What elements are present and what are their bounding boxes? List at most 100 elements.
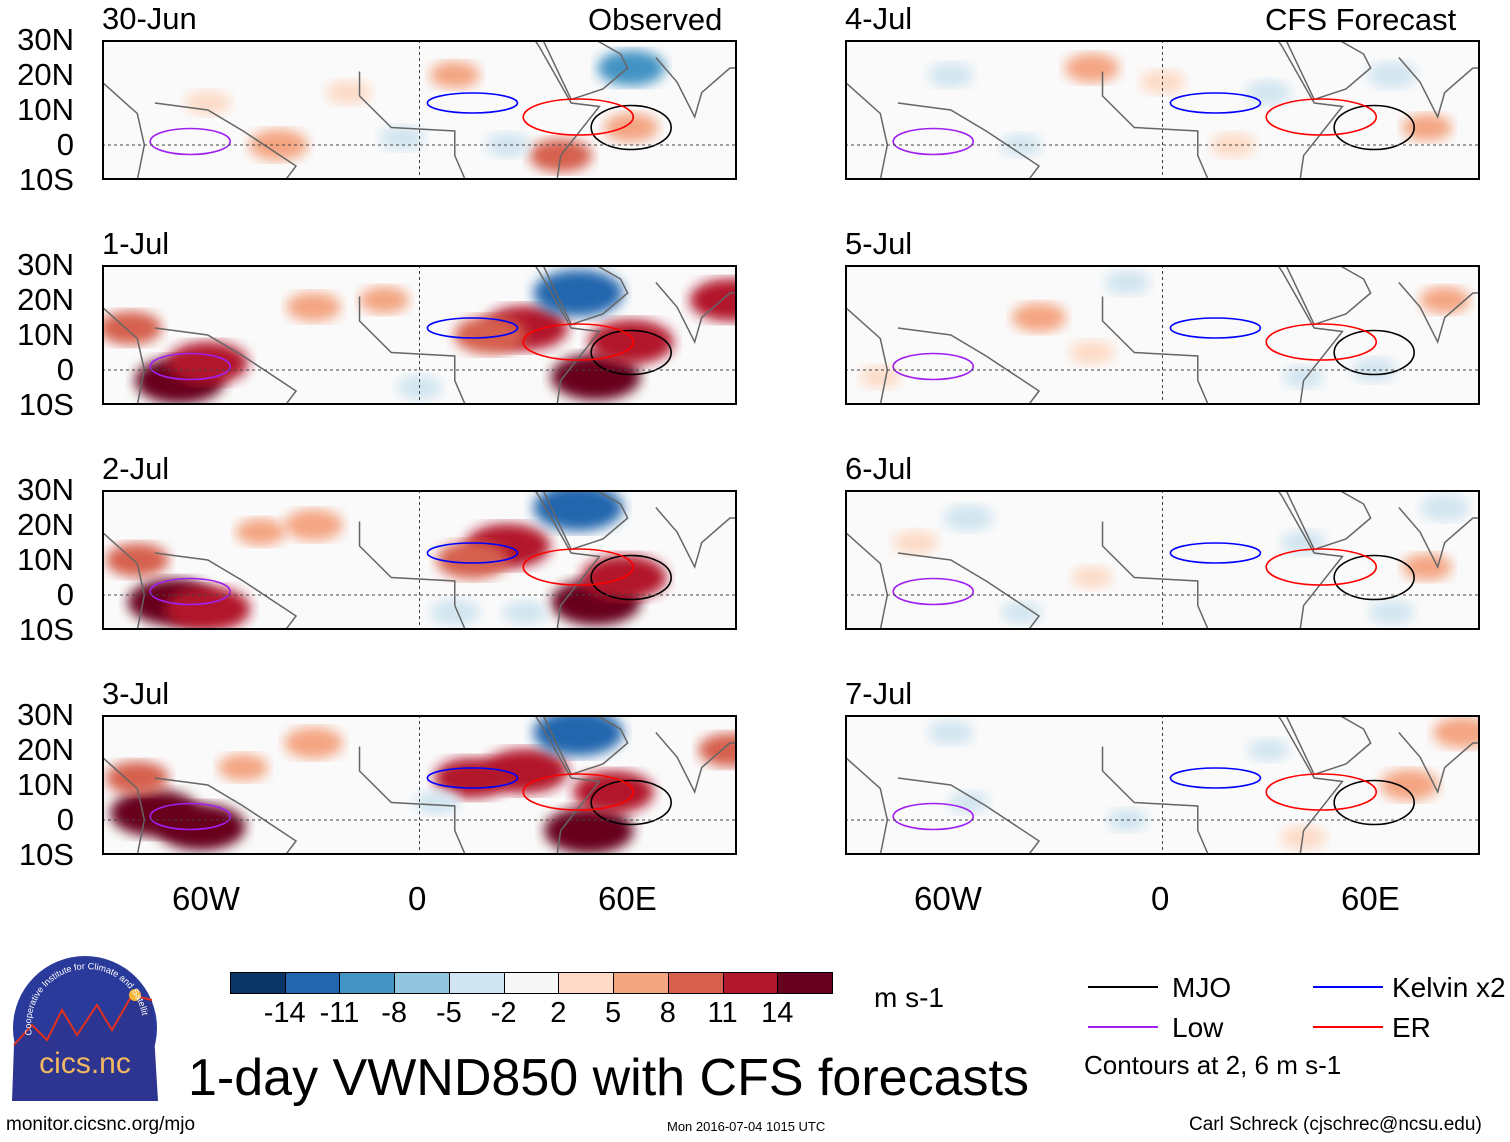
coastline [1101, 521, 1209, 628]
wave-contour [522, 98, 635, 136]
colorbar-swatch [448, 972, 505, 994]
colorbar-swatch [339, 972, 396, 994]
wind-anomaly-blob [502, 600, 549, 625]
colorbar-swatch [667, 972, 724, 994]
lat-label: 10S [18, 162, 74, 197]
legend-er-line [1313, 1026, 1383, 1028]
coastline [655, 507, 735, 570]
lat-label: 10S [18, 612, 74, 647]
wind-anomaly-blob [1432, 717, 1478, 749]
wave-contour [1265, 98, 1378, 136]
lon-label-60w-right: 60W [914, 880, 982, 917]
wind-anomaly-blob [1011, 302, 1067, 333]
lon-label-60e-right: 60E [1341, 880, 1400, 917]
colorbar-swatch [722, 972, 779, 994]
footer-url[interactable]: monitor.cicsnc.org/mjo [6, 1114, 196, 1135]
coastline [655, 57, 735, 120]
wave-contour [1169, 92, 1262, 114]
wind-anomaly-blob [533, 492, 624, 531]
coastline [543, 42, 629, 101]
wave-contour [1333, 779, 1415, 826]
cics-logo: Cooperative Institute for Climate and Sa… [9, 947, 158, 1101]
map-panel [102, 40, 737, 180]
map-panel [845, 265, 1480, 405]
wind-anomaly-blob [165, 586, 251, 628]
wave-contour [426, 542, 519, 564]
wind-anomaly-blob [286, 292, 341, 322]
coastline [897, 552, 1041, 628]
wind-anomaly-blob [597, 50, 665, 86]
colorbar-tick-label: 2 [550, 997, 567, 1029]
wind-anomaly-blob [104, 311, 162, 345]
wind-anomaly-blob [185, 90, 231, 116]
lon-label-60e-left: 60E [598, 880, 657, 917]
coastline [358, 521, 466, 628]
lon-label-60w-left: 60W [172, 880, 240, 917]
wind-anomaly-blob [235, 518, 286, 546]
wave-contour [149, 802, 231, 831]
wind-anomaly-blob [1064, 53, 1120, 83]
lat-label: 20N [17, 57, 74, 92]
coastline [535, 267, 601, 403]
coastline [154, 552, 298, 628]
coastline [1278, 267, 1344, 403]
coastline [154, 327, 298, 403]
wind-anomaly-blob [436, 541, 509, 579]
wave-contour [1169, 767, 1262, 789]
coastline [1286, 717, 1372, 776]
colorbar-swatch [613, 972, 669, 994]
lat-label: 30N [17, 472, 74, 507]
coastline [847, 82, 889, 178]
coastline [535, 42, 601, 178]
coastline [1398, 282, 1478, 345]
wave-contour [426, 317, 519, 339]
wind-anomaly-blob [218, 754, 269, 781]
coastline [1101, 71, 1209, 178]
logo-text: cics.nc [39, 1047, 131, 1080]
lat-label: 10N [17, 317, 74, 352]
colorbar-tick-label: 14 [761, 997, 794, 1029]
wind-anomaly-blob [167, 341, 249, 385]
wind-anomaly-blob [544, 807, 634, 853]
footer-timestamp: Mon 2016-07-04 1015 UTC [667, 1119, 826, 1134]
wind-anomaly-blob [947, 791, 990, 814]
lat-label: 30N [17, 697, 74, 732]
colorbar-swatch [503, 972, 560, 994]
contour-note: Contours at 2, 6 m s-1 [1084, 1050, 1342, 1080]
coastline [847, 757, 889, 853]
wave-contour [590, 104, 672, 151]
wave-contour [149, 577, 231, 606]
coastline [847, 532, 889, 628]
wind-anomaly-blob [484, 132, 531, 158]
footer-credit: Carl Schreck (cjschrec@ncsu.edu) [1189, 1114, 1482, 1135]
colorbar-swatch [284, 972, 341, 994]
wind-anomaly-blob [1104, 270, 1151, 295]
wind-anomaly-blob [1000, 601, 1042, 624]
panel-date-label: 4-Jul [845, 1, 913, 36]
lat-label: 0 [56, 352, 74, 387]
lat-label: 0 [56, 127, 74, 162]
figure-title: 1-day VWND850 with CFS forecasts [188, 1049, 1029, 1107]
wind-anomaly-blob [429, 61, 480, 89]
coastline [1398, 732, 1478, 795]
lat-label: 0 [56, 802, 74, 837]
lat-label: 10N [17, 92, 74, 127]
wind-anomaly-blob [533, 717, 624, 756]
colorbar-tick-label: 11 [707, 997, 738, 1029]
colorbar-units: m s-1 [874, 982, 944, 1013]
lon-label-0-right: 0 [1151, 880, 1170, 917]
wind-anomaly-blob [859, 365, 901, 389]
colorbar-swatch [394, 972, 450, 994]
wave-contour [1265, 323, 1378, 361]
wind-anomaly-blob [414, 790, 460, 815]
wind-anomaly-blob [359, 286, 410, 314]
lat-label: 10S [18, 387, 74, 422]
coastline [847, 307, 889, 403]
wind-anomaly-blob [284, 727, 344, 759]
lat-label: 0 [56, 577, 74, 612]
lat-label: 20N [17, 282, 74, 317]
wind-anomaly-blob [1210, 132, 1256, 158]
colorbar-tick-label: -11 [319, 997, 360, 1029]
wave-contour [149, 352, 231, 381]
colorbar-tick-label: -5 [436, 997, 462, 1029]
